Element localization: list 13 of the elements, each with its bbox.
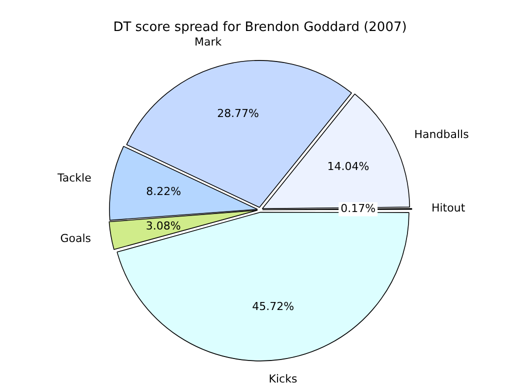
data-label: 28.77%: [217, 107, 260, 120]
slice-label: Kicks: [268, 372, 298, 386]
data-label: 3.08%: [146, 219, 181, 232]
slice-label: Goals: [60, 232, 92, 246]
data-label: 8.22%: [146, 184, 182, 198]
slice-label: Tackle: [56, 171, 92, 184]
slice-label: Hitout: [431, 202, 466, 215]
slice-label: Mark: [194, 36, 222, 49]
chart-title: DT score spread for Brendon Goddard (2007): [113, 20, 407, 36]
data-label: 14.04%: [327, 160, 370, 173]
slice-label: Handballs: [414, 128, 470, 141]
data-label: 0.17%: [340, 202, 376, 216]
data-label: 45.72%: [252, 300, 294, 313]
